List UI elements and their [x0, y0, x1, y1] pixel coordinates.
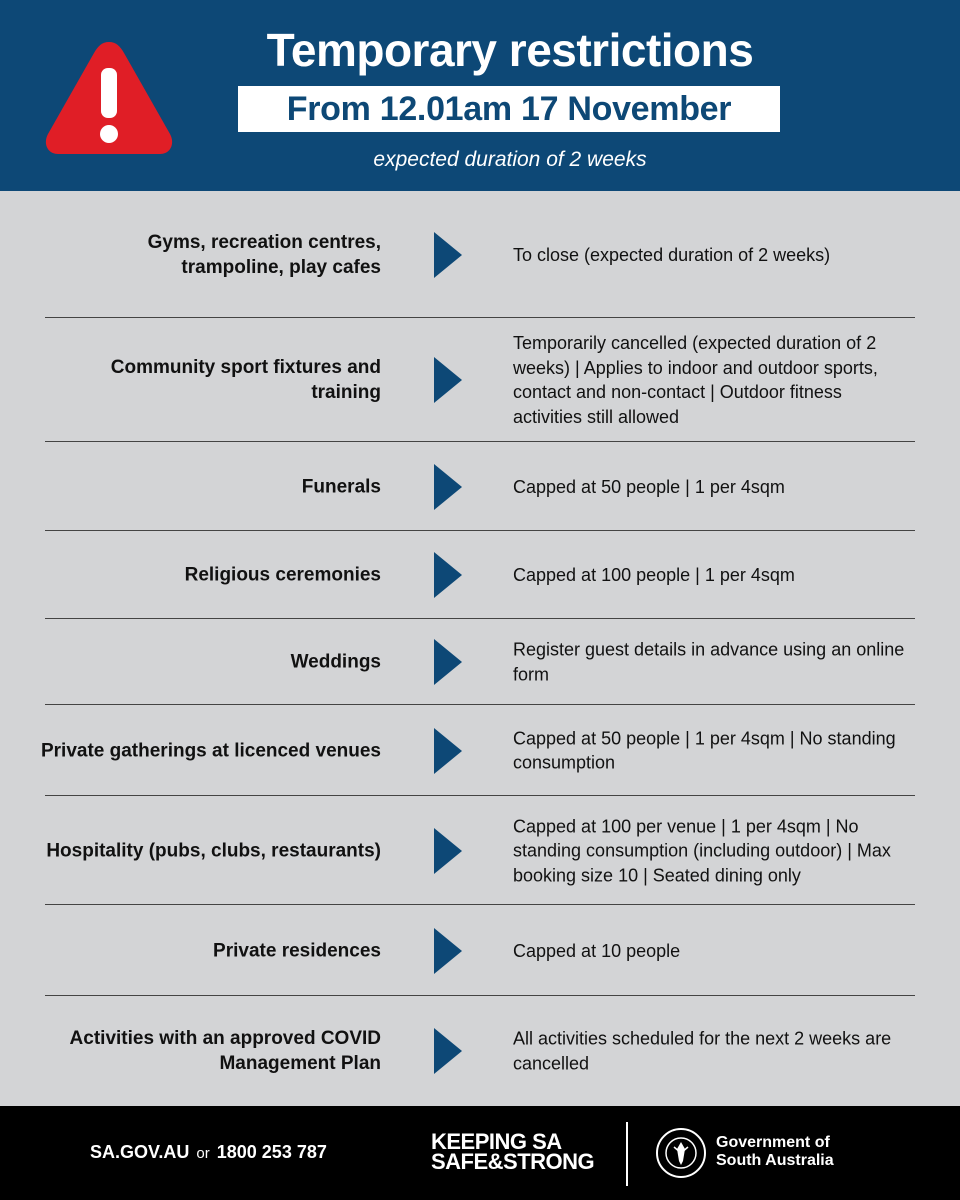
- restriction-category: Hospitality (pubs, clubs, restaurants): [46, 840, 381, 861]
- restriction-row: Community sport fixtures and training Te…: [0, 318, 960, 442]
- restriction-detail: Capped at 50 people | 1 per 4sqm: [513, 476, 785, 497]
- header-banner: Temporary restrictions From 12.01am 17 N…: [0, 0, 960, 191]
- restriction-row: Weddings Register guest details in advan…: [0, 619, 960, 705]
- government-seal-icon: [656, 1128, 706, 1178]
- brand-line-1: KEEPING SA: [431, 1129, 562, 1154]
- chevron-right-icon: [434, 1028, 462, 1074]
- restrictions-list: Gyms, recreation centres, trampoline, pl…: [0, 191, 960, 1106]
- restriction-row: Hospitality (pubs, clubs, restaurants) C…: [0, 796, 960, 905]
- chevron-right-icon: [434, 552, 462, 598]
- restriction-row: Private residences Capped at 10 people: [0, 905, 960, 996]
- restriction-row: Religious ceremonies Capped at 100 peopl…: [0, 531, 960, 619]
- restriction-category: Religious ceremonies: [184, 564, 381, 586]
- row-divider: [45, 704, 915, 705]
- restriction-detail: Capped at 10 people: [513, 940, 681, 961]
- row-divider: [45, 441, 915, 442]
- duration-subtitle: expected duration of 2 weeks: [373, 148, 647, 171]
- restriction-row: Private gatherings at licenced venues Ca…: [0, 705, 960, 796]
- gov-line-2: South Australia: [716, 1152, 834, 1169]
- chevron-right-icon: [434, 927, 462, 974]
- row-divider: [45, 795, 915, 796]
- warning-triangle-icon: [45, 42, 173, 154]
- chevron-right-icon: [434, 231, 462, 278]
- chevron-right-icon: [434, 639, 462, 685]
- restriction-detail: Capped at 50 people | 1 per 4sqm | No st…: [513, 728, 896, 773]
- keeping-sa-logo: KEEPING SA SAFE&STRONG: [431, 1129, 599, 1174]
- restriction-category: Gyms, recreation centres, trampoline, pl…: [147, 231, 381, 278]
- restriction-detail: Capped at 100 per venue | 1 per 4sqm | N…: [513, 815, 891, 885]
- restriction-detail: Capped at 100 people | 1 per 4sqm: [513, 564, 795, 585]
- row-divider: [45, 995, 915, 996]
- footer: SA.GOV.AU or 1800 253 787 KEEPING SA SAF…: [0, 1106, 960, 1200]
- date-banner: From 12.01am 17 November: [238, 86, 780, 132]
- brand-line-2: SAFE&STRONG: [431, 1149, 595, 1174]
- restriction-detail: To close (expected duration of 2 weeks): [513, 244, 831, 265]
- chevron-right-icon: [434, 827, 462, 874]
- restriction-detail: Temporarily cancelled (expected duration…: [513, 333, 878, 427]
- row-divider: [45, 904, 915, 905]
- footer-divider: [626, 1122, 628, 1186]
- chevron-right-icon: [434, 727, 462, 774]
- government-logo-text: Government of South Australia: [716, 1134, 834, 1170]
- row-divider: [45, 618, 915, 619]
- restriction-category: Funerals: [301, 476, 381, 497]
- chevron-right-icon: [434, 463, 462, 510]
- restriction-detail: All activities scheduled for the next 2 …: [513, 1028, 892, 1074]
- row-divider: [45, 317, 915, 318]
- restriction-category: Activities with an approved COVID Manage…: [69, 1028, 381, 1074]
- website-link[interactable]: SA.GOV.AU: [90, 1142, 190, 1162]
- restriction-row: Funerals Capped at 50 people | 1 per 4sq…: [0, 442, 960, 531]
- page-title: Temporary restrictions: [266, 24, 754, 76]
- restriction-category: Private gatherings at licenced venues: [40, 740, 381, 761]
- restriction-category: Community sport fixtures and training: [110, 357, 381, 403]
- chevron-right-icon: [434, 357, 462, 403]
- restriction-row: Gyms, recreation centres, trampoline, pl…: [0, 191, 960, 318]
- row-divider: [45, 530, 915, 531]
- phone-number[interactable]: 1800 253 787: [216, 1142, 327, 1162]
- contact-info: SA.GOV.AU or 1800 253 787: [90, 1139, 327, 1167]
- restriction-category: Weddings: [290, 651, 381, 673]
- restriction-row: Activities with an approved COVID Manage…: [0, 996, 960, 1106]
- restriction-detail: Register guest details in advance using …: [513, 639, 905, 685]
- gov-line-1: Government of: [716, 1134, 830, 1151]
- restriction-category: Private residences: [213, 940, 381, 961]
- or-text: or: [196, 1145, 210, 1162]
